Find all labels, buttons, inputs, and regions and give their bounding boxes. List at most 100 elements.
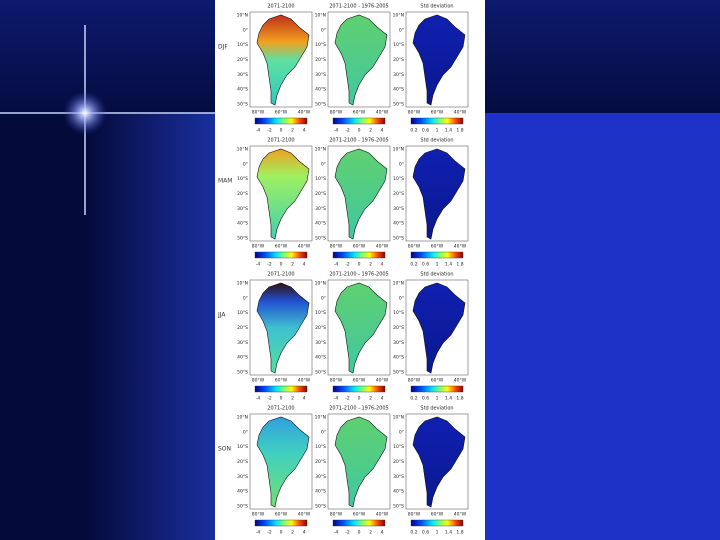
map-shape <box>256 14 310 106</box>
lat-label: 10°N <box>315 147 326 153</box>
left-band <box>85 113 215 540</box>
colorbar-label: 0 <box>280 128 283 134</box>
lat-label: 0° <box>243 429 248 435</box>
lat-label: 10°N <box>237 415 248 421</box>
colorbar-label: 0 <box>358 262 361 268</box>
colorbar <box>254 117 308 125</box>
lon-label: 40°W <box>298 378 311 384</box>
lon-label: 80°W <box>252 110 265 116</box>
lat-label: 20°S <box>393 325 404 331</box>
colorbar-label: 0 <box>358 128 361 134</box>
colorbar-label: 0.6 <box>422 262 429 268</box>
lat-label: 0° <box>243 161 248 167</box>
lon-label: 60°W <box>275 378 288 384</box>
lat-label: 20°S <box>237 459 248 465</box>
lon-label: 80°W <box>330 378 343 384</box>
colorbar <box>332 519 386 527</box>
lat-label: 10°S <box>237 42 248 48</box>
lat-label: 30°S <box>237 340 248 346</box>
colorbar-label: 1.8 <box>456 128 463 134</box>
lat-label: 20°S <box>315 57 326 63</box>
figure: DJF 2071-2100 10°N 0° 10°S 20°S 30°S 40°S 50°S 80… <box>217 4 469 536</box>
lon-label: 80°W <box>408 378 421 384</box>
colorbar-label: 1.4 <box>445 530 452 536</box>
lat-label: 0° <box>321 27 326 33</box>
colorbar-label: -2 <box>267 396 272 402</box>
lat-label: 30°S <box>393 72 404 78</box>
lat-label: 20°S <box>315 191 326 197</box>
lat-label: 0° <box>399 27 404 33</box>
lon-label: 60°W <box>353 378 366 384</box>
column-title: 2071-2100 - 1976-2005 <box>329 138 389 144</box>
colorbar-label: 4 <box>381 530 384 536</box>
colorbar-label: 4 <box>381 262 384 268</box>
lon-label: 60°W <box>431 512 444 518</box>
lon-label: 80°W <box>252 512 265 518</box>
lat-label: 10°S <box>237 444 248 450</box>
lat-label: 50°S <box>237 370 248 376</box>
colorbar-label: 0.6 <box>422 396 429 402</box>
lat-label: 40°S <box>315 489 326 495</box>
lon-label: 40°W <box>454 110 467 116</box>
column-title: 2071-2100 <box>267 138 294 144</box>
colorbar-label: 0 <box>358 530 361 536</box>
lat-label: 10°N <box>237 13 248 19</box>
map-shape <box>256 416 310 508</box>
lat-label: 10°N <box>393 13 404 19</box>
colorbar-label: 1.4 <box>445 262 452 268</box>
row-label: JJA <box>217 312 226 319</box>
lat-label: 50°S <box>393 236 404 242</box>
column-title: Std deviation <box>420 406 453 412</box>
lat-label: 50°S <box>315 370 326 376</box>
lat-label: 0° <box>399 295 404 301</box>
lat-label: 50°S <box>315 236 326 242</box>
colorbar-label: -4 <box>256 530 261 536</box>
lat-label: 10°S <box>393 444 404 450</box>
lon-label: 40°W <box>298 512 311 518</box>
lon-label: 60°W <box>353 110 366 116</box>
lat-label: 50°S <box>237 504 248 510</box>
colorbar-label: 1.4 <box>445 128 452 134</box>
lat-label: 40°S <box>315 355 326 361</box>
column-title: Std deviation <box>420 138 453 144</box>
lat-label: 40°S <box>393 87 404 93</box>
lat-label: 0° <box>399 161 404 167</box>
lat-label: 40°S <box>315 87 326 93</box>
lat-label: 10°N <box>393 281 404 287</box>
colorbar-label: 1.4 <box>445 396 452 402</box>
lat-label: 0° <box>243 295 248 301</box>
lat-label: 10°N <box>315 415 326 421</box>
colorbar-label: -2 <box>267 530 272 536</box>
map-shape <box>256 282 310 374</box>
lat-label: 30°S <box>237 474 248 480</box>
colorbar-label: -2 <box>267 128 272 134</box>
lon-label: 80°W <box>252 244 265 250</box>
map-shape <box>412 282 466 374</box>
colorbar-label: -4 <box>256 128 261 134</box>
lat-label: 50°S <box>393 504 404 510</box>
colorbar-label: -2 <box>345 530 350 536</box>
lat-label: 40°S <box>237 489 248 495</box>
lat-label: 50°S <box>315 504 326 510</box>
colorbar-label: -4 <box>334 530 339 536</box>
lat-label: 10°N <box>237 281 248 287</box>
flare <box>0 25 215 215</box>
lon-label: 80°W <box>408 512 421 518</box>
lat-label: 10°N <box>393 147 404 153</box>
colorbar-label: 4 <box>303 262 306 268</box>
colorbar-label: 1.8 <box>456 530 463 536</box>
lat-label: 20°S <box>315 325 326 331</box>
colorbar <box>254 251 308 259</box>
lat-label: 20°S <box>393 191 404 197</box>
lon-label: 80°W <box>330 110 343 116</box>
lat-label: 30°S <box>315 474 326 480</box>
colorbar-label: 1 <box>436 262 439 268</box>
lat-label: 10°S <box>237 176 248 182</box>
lat-label: 30°S <box>315 72 326 78</box>
lat-label: 50°S <box>237 102 248 108</box>
lat-label: 10°N <box>237 147 248 153</box>
lat-label: 0° <box>321 429 326 435</box>
colorbar-label: 2 <box>369 530 372 536</box>
column-title: 2071-2100 <box>267 272 294 278</box>
colorbar-label: 2 <box>369 128 372 134</box>
